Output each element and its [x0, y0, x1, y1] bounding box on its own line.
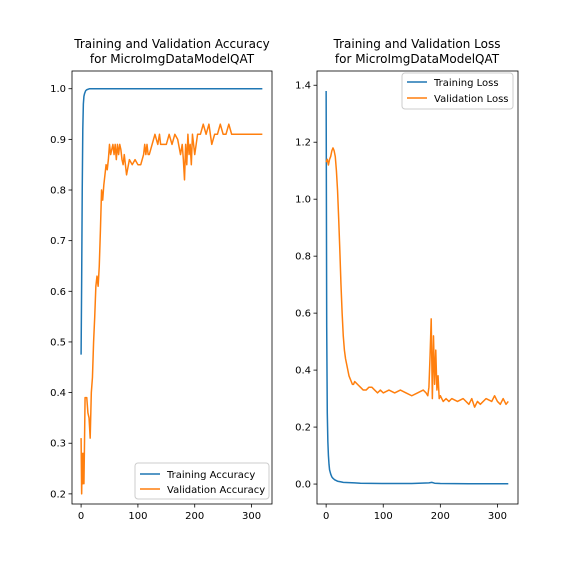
loss-chart-title-line-1: Training and Validation Loss	[333, 37, 501, 51]
loss-legend: Training Loss Validation Loss	[401, 72, 514, 110]
loss-chart: Training and Validation Loss for MicroIm…	[295, 37, 519, 522]
accuracy-x-tick-label: 100	[128, 511, 147, 522]
loss-y-tick-label: 0.8	[295, 252, 311, 263]
accuracy-y-tick-label: 0.7	[50, 236, 66, 247]
accuracy-y-tick-label: 0.8	[50, 186, 66, 197]
loss-x-tick-label: 200	[431, 511, 450, 522]
loss-y-tick-label: 1.0	[295, 195, 311, 206]
accuracy-axes-frame	[71, 70, 273, 505]
loss-y-tick-label: 0.0	[295, 480, 311, 491]
accuracy-series-validation-line	[80, 123, 263, 495]
accuracy-y-tick-label: 1.0	[50, 84, 66, 95]
accuracy-x-tick-label: 300	[242, 511, 261, 522]
loss-series-training-line	[325, 90, 509, 485]
loss-legend-training-label: Training Loss	[433, 78, 499, 89]
loss-chart-title-line-2: for MicroImgDataModelQAT	[335, 52, 500, 66]
loss-axes-frame	[316, 70, 519, 505]
loss-plot-area: 0 100 200 300 0.0 0.2 0.4 0.6 0.8 1.0 1.2 1.4	[295, 70, 519, 522]
loss-series-validation-line	[325, 147, 509, 408]
loss-x-tick-label: 0	[323, 511, 329, 522]
accuracy-legend-training-label: Training Accuracy	[166, 470, 255, 481]
accuracy-chart: Training and Validation Accuracy for Mic…	[50, 37, 273, 522]
accuracy-legend: Training Accuracy Validation Accuracy	[134, 462, 270, 500]
accuracy-legend-box	[134, 462, 270, 500]
accuracy-y-tick-label: 0.9	[50, 135, 66, 146]
accuracy-series-training-line	[80, 87, 263, 355]
loss-x-tick-label: 300	[488, 511, 507, 522]
accuracy-plot-area: 0 100 200 300 0.2 0.3 0.4 0.5 0.6 0.7 0.8 0.9 1.0	[50, 70, 273, 522]
loss-y-tick-label: 1.2	[295, 138, 311, 149]
loss-y-tick-label: 0.2	[295, 423, 311, 434]
loss-legend-validation-label: Validation Loss	[434, 94, 509, 105]
accuracy-y-tick-label: 0.2	[50, 489, 66, 500]
accuracy-chart-title-line-2: for MicroImgDataModelQAT	[90, 52, 255, 66]
accuracy-x-tick-label: 200	[185, 511, 204, 522]
accuracy-y-tick-label: 0.5	[50, 337, 66, 348]
loss-legend-box	[401, 72, 514, 110]
loss-y-tick-label: 0.6	[295, 309, 311, 320]
loss-y-tick-label: 0.4	[295, 366, 311, 377]
accuracy-chart-title-line-1: Training and Validation Accuracy	[73, 37, 269, 51]
accuracy-x-tick-label: 0	[78, 511, 84, 522]
accuracy-y-tick-label: 0.6	[50, 287, 66, 298]
accuracy-y-tick-label: 0.3	[50, 439, 66, 450]
loss-x-tick-label: 100	[374, 511, 393, 522]
accuracy-y-tick-label: 0.4	[50, 388, 66, 399]
loss-y-tick-label: 1.4	[295, 81, 311, 92]
accuracy-legend-validation-label: Validation Accuracy	[167, 485, 265, 496]
